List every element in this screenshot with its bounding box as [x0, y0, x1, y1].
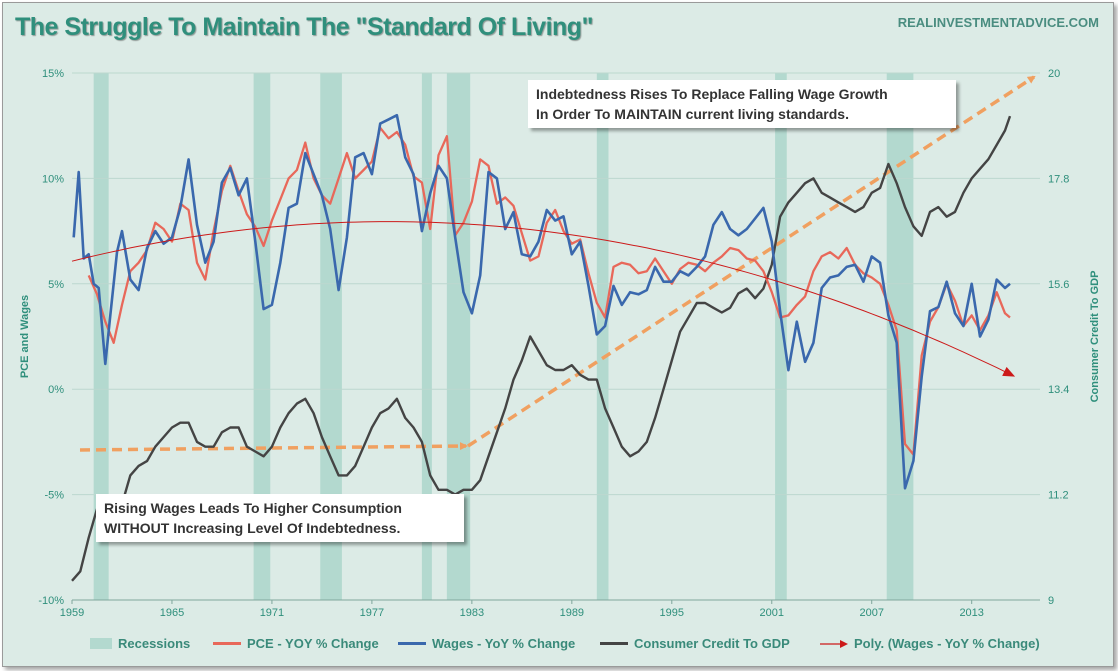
x-tick-label: 1977 [360, 607, 384, 619]
y2-tick-label: 17.8 [1048, 173, 1069, 185]
legend-recessions: Recessions [90, 636, 190, 651]
legend-swatch-poly [820, 639, 848, 649]
x-tick-label: 1989 [560, 607, 584, 619]
y2-tick-label: 15.6 [1048, 279, 1069, 291]
y2-tick-label: 9 [1048, 595, 1054, 607]
recession-band [886, 73, 914, 600]
trend-arrow-flat [79, 442, 468, 452]
y-tick-label: 10% [42, 173, 64, 185]
legend-label-wages: Wages - YoY % Change [432, 636, 576, 651]
x-tick-label: 1965 [160, 607, 184, 619]
legend-label-pce: PCE - YOY % Change [247, 636, 379, 651]
y-axis-label: PCE and Wages [19, 295, 31, 378]
legend-swatch-pce [213, 642, 241, 645]
x-tick-label: 2007 [859, 607, 883, 619]
legend-wages: Wages - YoY % Change [398, 636, 575, 651]
y-tick-label: -5% [44, 490, 64, 502]
legend-label-recessions: Recessions [118, 636, 191, 651]
series-line-wages-yoy-change [72, 113, 1011, 490]
legend-label-credit: Consumer Credit To GDP [634, 636, 790, 651]
x-tick-label: 2001 [760, 607, 784, 619]
legend-label-poly: Poly. (Wages - YoY % Change) [854, 636, 1040, 651]
trend-arrow-rising [467, 75, 1036, 448]
y2-tick-label: 20 [1048, 68, 1060, 80]
recession-band [253, 73, 271, 600]
recession-band [421, 73, 432, 600]
recession-band [596, 73, 609, 600]
recession-band [93, 73, 109, 600]
x-tick-label: 1971 [260, 607, 284, 619]
legend-swatch-wages [398, 642, 426, 645]
annotation-indebtedness: Indebtedness Rises To Replace Falling Wa… [528, 80, 956, 128]
x-tick-label: 1983 [460, 607, 484, 619]
x-tick-label: 1995 [660, 607, 684, 619]
series-line-consumer-credit-to-gdp [71, 115, 1012, 582]
legend-swatch-credit [600, 642, 628, 645]
y2-tick-label: 13.4 [1048, 384, 1069, 396]
recession-band [775, 73, 787, 600]
y-tick-label: 15% [42, 68, 64, 80]
x-tick-label: 2013 [959, 607, 983, 619]
y2-axis-label: Consumer Credit To GDP [1089, 271, 1101, 403]
x-tick-label: 1959 [60, 607, 84, 619]
y-tick-label: 0% [48, 384, 64, 396]
legend-swatch-recessions [90, 638, 112, 649]
y-tick-label: 5% [48, 279, 64, 291]
y-tick-label: -10% [38, 595, 64, 607]
source-label: REALINVESTMENTADVICE.COM [897, 15, 1099, 30]
legend-pce: PCE - YOY % Change [213, 636, 379, 651]
annotation-rising-wages: Rising Wages Leads To Higher Consumption… [96, 494, 464, 542]
chart-title: The Struggle To Maintain The "Standard O… [15, 13, 593, 41]
y2-tick-label: 11.2 [1048, 490, 1069, 502]
legend-poly: Poly. (Wages - YoY % Change) [820, 636, 1040, 651]
poly-trend-line [71, 221, 1016, 377]
legend-credit: Consumer Credit To GDP [600, 636, 790, 651]
